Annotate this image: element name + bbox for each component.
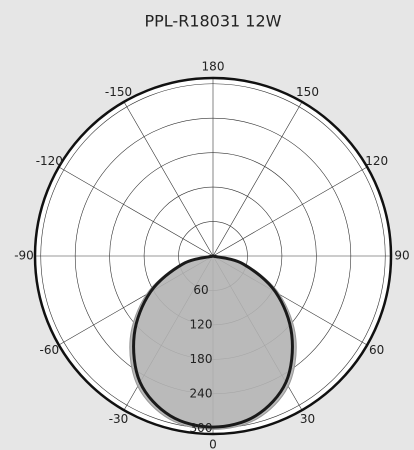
grid-spoke — [212, 166, 368, 257]
theta-tick-label: 90 — [394, 249, 409, 263]
theta-tick-label: -30 — [109, 412, 129, 426]
r-tick-label: 300 — [190, 421, 213, 435]
r-tick-label: 120 — [190, 317, 213, 331]
theta-tick-label: 180 — [202, 60, 225, 74]
intensity-area — [129, 255, 297, 430]
intensity-curve — [132, 254, 294, 429]
theta-tick-label: 60 — [369, 343, 384, 357]
grid-spoke — [212, 101, 303, 257]
r-tick-label: 60 — [193, 283, 208, 297]
grid-spoke — [123, 101, 214, 257]
theta-tick-label: -150 — [105, 85, 132, 99]
theta-tick-label: 0 — [209, 438, 217, 450]
r-tick-label: 180 — [190, 352, 213, 366]
grid-spoke — [58, 166, 214, 257]
theta-tick-label: -120 — [36, 154, 63, 168]
theta-tick-label: -90 — [14, 249, 34, 263]
theta-tick-label: -60 — [40, 343, 60, 357]
theta-tick-label: 150 — [296, 85, 319, 99]
outer-ring — [33, 76, 393, 436]
r-tick-label: 240 — [190, 386, 213, 400]
theta-tick-label: 120 — [365, 154, 388, 168]
chart-title: PPL-R18031 12W — [145, 12, 282, 31]
theta-tick-label: 30 — [300, 412, 315, 426]
